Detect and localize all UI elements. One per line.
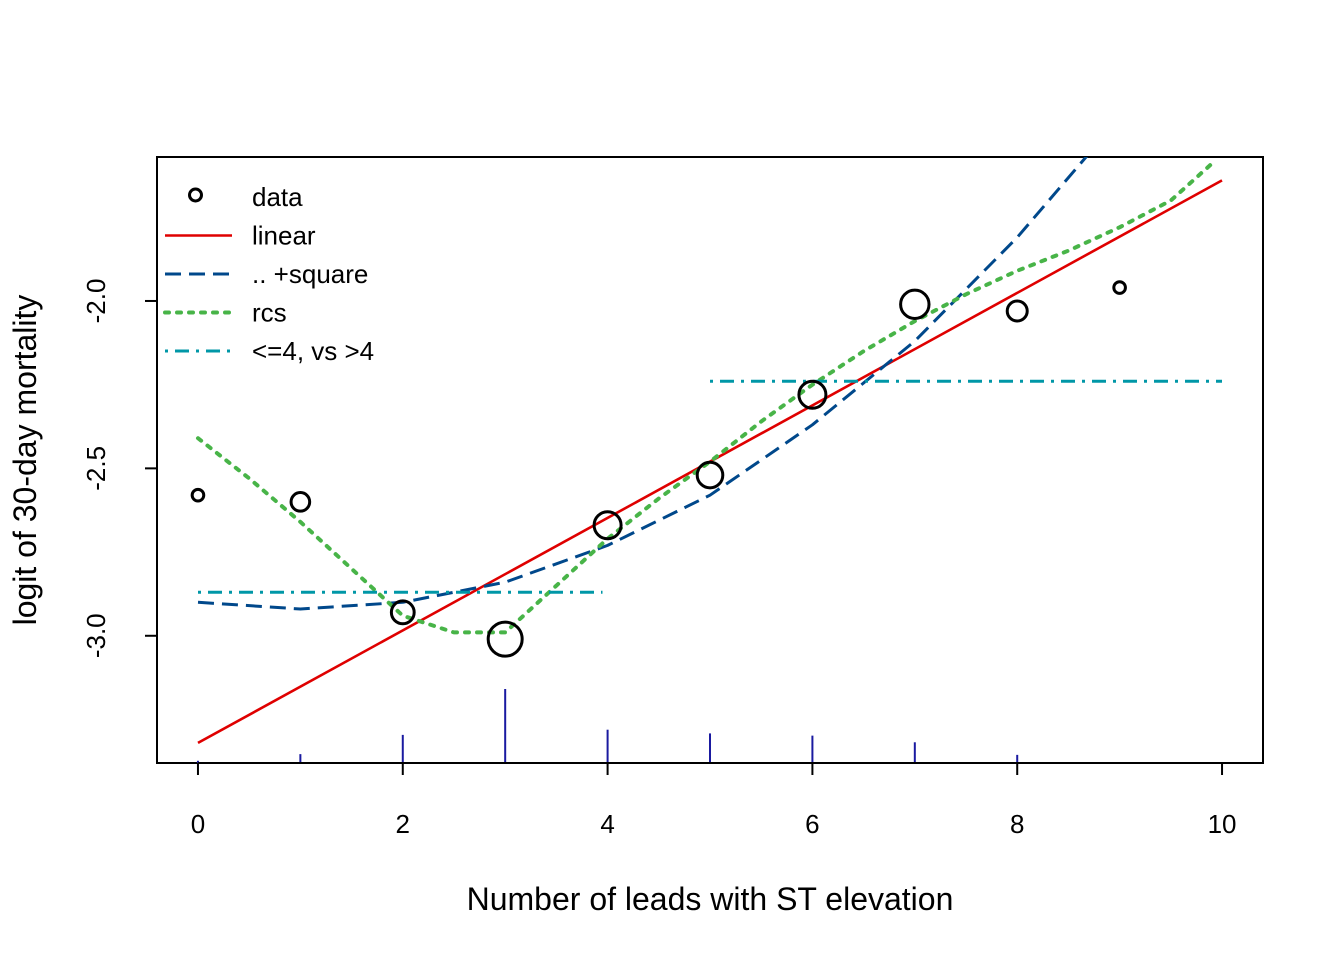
x-tick-label: 0 — [191, 809, 205, 839]
data-point — [1005, 299, 1029, 323]
y-axis-title: logit of 30-day mortality — [7, 295, 43, 626]
legend-item: data — [188, 182, 303, 212]
legend-label: data — [252, 182, 303, 212]
data-point — [389, 599, 416, 626]
legend: data linear .. +square rcs <=4, vs >4 — [163, 182, 374, 366]
points-layer — [190, 280, 1127, 658]
legend-label: linear — [252, 221, 316, 251]
series-layer — [196, 157, 1223, 745]
series-line — [196, 161, 1214, 635]
y-axis: -3.0 -2.5 -2.0 — [81, 279, 158, 658]
legend-item: <=4, vs >4 — [165, 336, 374, 366]
x-axis-title: Number of leads with ST elevation — [467, 881, 954, 917]
legend-label: rcs — [252, 298, 287, 328]
data-point — [592, 510, 623, 541]
x-tick-label: 6 — [805, 809, 819, 839]
legend-label: .. +square — [252, 259, 368, 289]
data-point — [289, 491, 312, 513]
series-line — [197, 157, 1089, 611]
y-tick-label: -2.0 — [81, 279, 111, 324]
data-point — [899, 288, 931, 321]
data-point — [695, 460, 725, 490]
data-point — [797, 379, 828, 410]
x-tick-label: 2 — [396, 809, 410, 839]
legend-item: linear — [165, 221, 316, 251]
x-axis: 0 2 4 6 8 10 — [191, 762, 1237, 839]
x-tick-label: 8 — [1010, 809, 1024, 839]
data-point — [1112, 280, 1127, 295]
x-tick-label: 10 — [1208, 809, 1237, 839]
legend-item: rcs — [163, 298, 287, 328]
legend-label: <=4, vs >4 — [252, 336, 374, 366]
y-tick-label: -2.5 — [81, 446, 111, 491]
legend-item: .. +square — [165, 259, 368, 289]
rug-layer — [196, 689, 1121, 763]
data-point — [190, 487, 206, 503]
legend-marker — [188, 187, 203, 203]
x-tick-label: 4 — [600, 809, 614, 839]
data-point — [486, 620, 524, 658]
y-tick-label: -3.0 — [81, 613, 111, 658]
